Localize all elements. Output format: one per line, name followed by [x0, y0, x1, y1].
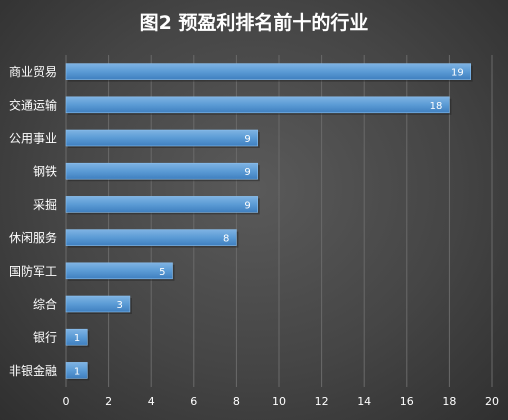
data-label: 1	[74, 366, 80, 377]
category-label: 综合	[33, 297, 57, 312]
bar	[65, 229, 237, 246]
x-tick-label: 6	[190, 395, 197, 408]
x-tick-label: 18	[442, 395, 456, 408]
bar	[65, 362, 88, 379]
x-tick-label: 20	[485, 395, 499, 408]
data-label: 5	[159, 267, 165, 278]
data-label: 8	[223, 234, 229, 245]
bars: 19 18 9 9 9 8 5 3 1 1	[65, 63, 473, 381]
bar	[65, 328, 88, 346]
x-tick-label: 14	[357, 395, 371, 408]
data-label: 9	[244, 134, 250, 145]
x-tick-label: 16	[400, 395, 414, 408]
category-label: 采掘	[33, 197, 57, 212]
x-tick-label: 8	[233, 395, 240, 408]
data-label: 18	[430, 101, 443, 112]
x-tick-label: 10	[272, 395, 286, 408]
data-label: 1	[74, 333, 80, 344]
bar	[65, 295, 131, 313]
bar	[65, 262, 173, 280]
bar	[65, 63, 472, 80]
bar	[65, 196, 258, 213]
category-label: 商业贸易	[9, 64, 57, 79]
x-tick-label: 4	[148, 395, 155, 408]
category-label: 交通运输	[9, 97, 57, 112]
data-label: 19	[451, 68, 464, 79]
category-label: 国防军工	[9, 263, 57, 278]
bar	[65, 162, 258, 180]
category-label: 非银金融	[9, 363, 57, 378]
category-label: 休闲服务	[9, 230, 57, 245]
data-label: 9	[244, 167, 250, 178]
category-label: 银行	[33, 331, 57, 345]
x-tick-label: 2	[105, 395, 112, 408]
bar	[65, 96, 450, 114]
x-tick-labels: 0 2 4 6 8 10 12 14 16 18 20	[63, 395, 500, 408]
x-tick-label: 0	[63, 395, 70, 408]
bar	[65, 129, 258, 147]
x-tick-label: 12	[315, 395, 329, 408]
category-label: 钢铁	[33, 165, 57, 179]
data-label: 9	[244, 200, 250, 211]
category-label: 公用事业	[9, 132, 57, 146]
data-label: 3	[117, 300, 123, 311]
chart-title: 图2 预盈利排名前十的行业	[140, 11, 369, 34]
